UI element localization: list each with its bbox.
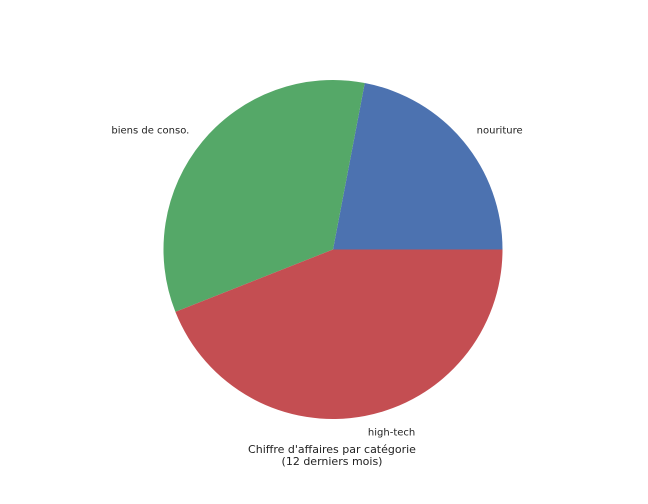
pie-slice-0 xyxy=(333,83,503,250)
pie-slices xyxy=(163,80,503,419)
pie-labels: nouriture biens de conso. high-tech xyxy=(111,126,522,439)
pie-label-0: nouriture xyxy=(477,126,523,137)
pie-label-2: high-tech xyxy=(368,428,415,439)
pie-label-1: biens de conso. xyxy=(111,126,189,137)
pie-slice-1 xyxy=(163,80,365,312)
chart-caption-line-1: Chiffre d'affaires par catégorie xyxy=(248,443,416,456)
pie-slice-2 xyxy=(175,249,503,419)
chart-caption-line-2: (12 derniers mois) xyxy=(281,455,383,468)
